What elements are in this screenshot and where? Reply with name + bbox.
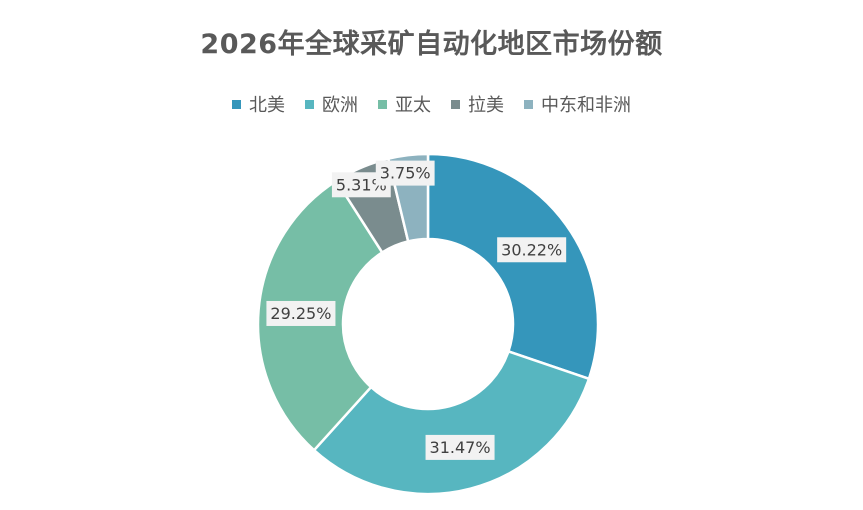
data-label-text: 3.75% <box>380 164 431 183</box>
data-label: 31.47% <box>425 434 495 460</box>
legend-item: 亚太 <box>378 91 431 117</box>
legend-swatch <box>524 99 533 109</box>
legend-item: 拉美 <box>451 91 504 117</box>
donut-slice <box>312 349 591 496</box>
legend-label: 欧洲 <box>322 95 358 116</box>
legend-swatch <box>378 99 387 109</box>
data-label-text: 31.47% <box>430 438 491 457</box>
legend-label: 亚太 <box>395 95 431 116</box>
data-label: 29.25% <box>266 300 336 326</box>
legend-item: 北美 <box>232 91 285 117</box>
data-label-box <box>266 300 336 326</box>
data-label-text: 30.22% <box>501 240 562 259</box>
data-label-box <box>497 237 567 263</box>
legend-label: 北美 <box>249 95 285 116</box>
legend-label: 中东和非洲 <box>541 95 631 116</box>
legend-label: 拉美 <box>468 95 504 116</box>
chart-title: 2026年全球采矿自动化地区市场份额 <box>200 29 663 60</box>
data-label: 30.22% <box>497 237 567 263</box>
data-label-box <box>375 160 435 186</box>
legend-item: 中东和非洲 <box>524 91 631 117</box>
donut-slice <box>426 152 600 381</box>
chart-legend: 北美 欧洲 亚太 拉美 中东和非洲 <box>0 91 863 117</box>
data-label: 3.75% <box>375 160 435 186</box>
legend-swatch <box>305 99 314 109</box>
data-label: 5.31% <box>331 172 391 198</box>
legend-swatch <box>451 99 460 109</box>
legend-swatch <box>232 99 241 109</box>
data-label-text: 29.25% <box>270 304 331 323</box>
data-label-box <box>425 434 495 460</box>
legend-item: 欧洲 <box>305 91 358 117</box>
data-label-text: 5.31% <box>336 175 387 194</box>
